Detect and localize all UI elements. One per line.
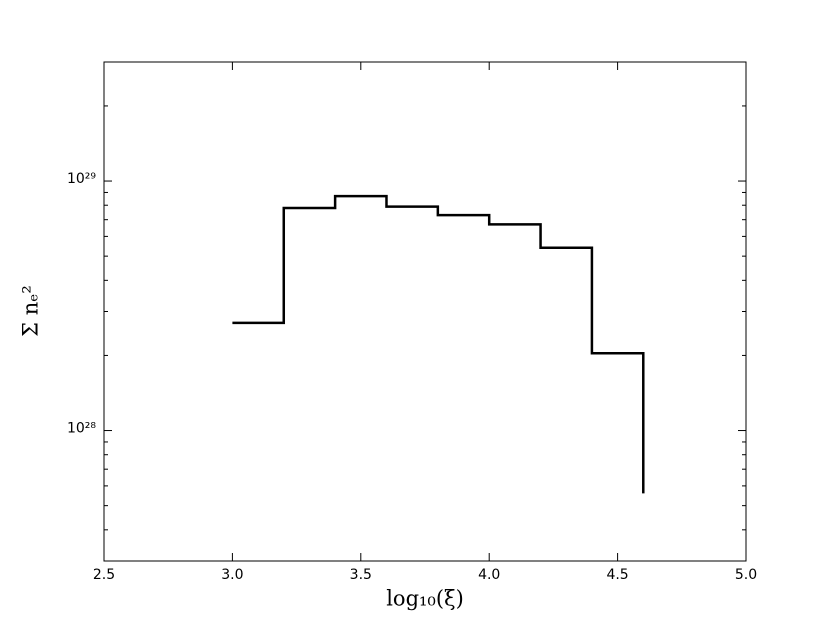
data-line [232, 194, 645, 494]
y-tick-label: 10²⁹ [67, 171, 96, 187]
x-tick-label: 4.0 [478, 567, 500, 583]
x-tick-label: 3.0 [221, 567, 243, 583]
x-tick-label: 4.5 [606, 567, 628, 583]
x-tick-label: 3.5 [350, 567, 372, 583]
x-axis-label: log₁₀(ξ) [386, 587, 464, 611]
x-tick-label: 2.5 [93, 567, 115, 583]
x-tick-label: 5.0 [735, 567, 757, 583]
plot-frame [103, 61, 747, 562]
y-axis-label: Σ nₑ² [19, 285, 43, 337]
y-tick-label: 10²⁸ [67, 421, 96, 437]
